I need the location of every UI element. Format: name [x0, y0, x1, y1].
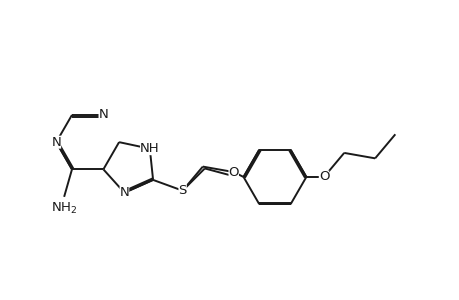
Text: S: S [178, 184, 186, 197]
Text: O: O [318, 170, 329, 184]
Text: O: O [228, 166, 239, 178]
Text: NH: NH [140, 142, 159, 155]
Text: N: N [51, 136, 61, 148]
Text: NH$_2$: NH$_2$ [51, 201, 77, 216]
Text: N: N [119, 186, 129, 199]
Text: N: N [98, 108, 108, 122]
